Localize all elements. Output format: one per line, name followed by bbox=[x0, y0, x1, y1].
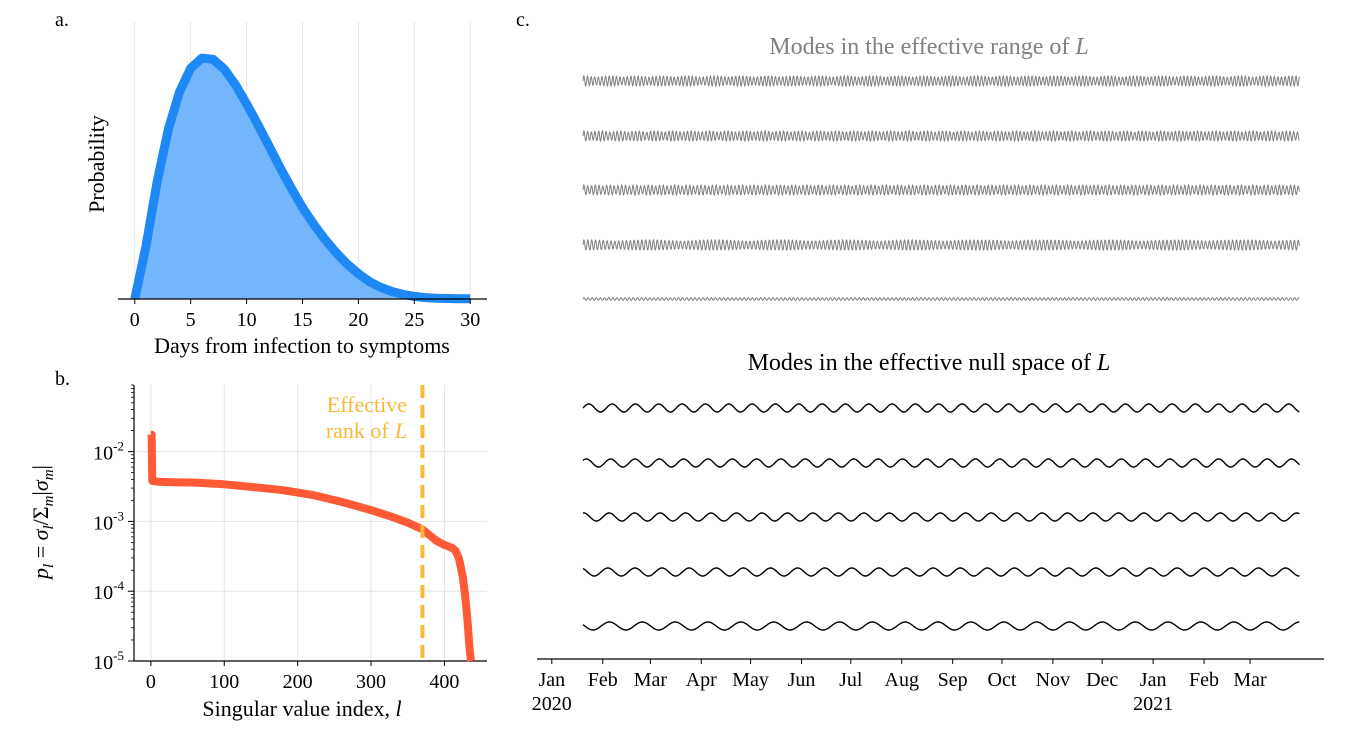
incubation-curve bbox=[130, 53, 471, 304]
panel-c-letter: c. bbox=[516, 9, 530, 31]
incubation-x-tick-label: 20 bbox=[348, 309, 368, 331]
singular-value-grid bbox=[134, 385, 487, 662]
modes-chart: Modes in the effective range of L Modes i… bbox=[532, 34, 1324, 715]
modes-x-tick-label: Feb bbox=[588, 669, 618, 691]
modes-x-tick-label: May bbox=[732, 669, 769, 691]
null-mode-4 bbox=[582, 567, 1300, 577]
incubation-x-tick-label: 25 bbox=[404, 309, 424, 331]
singular-value-chart: Effective rank of L 0 100 200 300 400 10-210-… bbox=[28, 384, 487, 721]
singular-value-x-label: Singular value index, l bbox=[202, 696, 401, 721]
incubation-x-tick-label: 30 bbox=[460, 309, 480, 331]
null-modes bbox=[582, 403, 1300, 631]
modes-x-tick-label: Jun bbox=[788, 669, 816, 691]
null-mode-5 bbox=[582, 621, 1300, 631]
singular-value-x-tick-label: 400 bbox=[429, 671, 459, 693]
panel-b-letter: b. bbox=[55, 368, 70, 390]
modes-x-tick-label: Mar bbox=[1233, 669, 1267, 691]
singular-value-x-tick-label: 200 bbox=[283, 671, 313, 693]
y-tick-base: 10 bbox=[93, 443, 113, 465]
null-mode-3 bbox=[582, 512, 1300, 522]
range-modes-title: Modes in the effective range of L bbox=[769, 34, 1088, 60]
modes-x-tick-label: Dec bbox=[1086, 669, 1118, 691]
y-tick-exponent: -2 bbox=[113, 439, 124, 454]
singular-value-y-tick-label: 10-2 bbox=[93, 439, 124, 465]
incubation-x-ticks: 0 5 10 15 20 25 30 bbox=[130, 299, 480, 331]
y-tick-base: 10 bbox=[93, 652, 113, 674]
modes-x-tick-label: Jan bbox=[1140, 669, 1167, 691]
incubation-chart: 0 5 10 15 20 25 30 Days from infection to symp… bbox=[84, 22, 487, 358]
incubation-x-tick-label: 5 bbox=[186, 309, 196, 331]
y-tick-base: 10 bbox=[93, 512, 113, 534]
y-tick-exponent: -4 bbox=[113, 578, 124, 593]
modes-x-tick-label: Nov bbox=[1036, 669, 1070, 691]
singular-value-x-tick-label: 300 bbox=[356, 671, 386, 693]
incubation-x-label: Days from infection to symptoms bbox=[154, 333, 450, 358]
range-modes bbox=[582, 74, 1300, 301]
modes-x-tick-label: Feb bbox=[1189, 669, 1219, 691]
range-mode-3 bbox=[582, 183, 1300, 197]
modes-x-tick-label: Sep bbox=[938, 669, 968, 691]
singular-value-x-tick-label: 0 bbox=[146, 671, 156, 693]
range-mode-1 bbox=[582, 74, 1300, 88]
modes-x-tick-label: Apr bbox=[686, 669, 717, 691]
range-mode-5 bbox=[582, 297, 1300, 301]
singular-value-x-ticks: 0 100 200 300 400 bbox=[146, 661, 459, 693]
singular-value-curve bbox=[147, 430, 475, 662]
modes-x-tick-label: Jan bbox=[538, 669, 565, 691]
modes-x-tick-year: 2021 bbox=[1133, 693, 1173, 715]
modes-x-tick-label: Mar bbox=[634, 669, 668, 691]
modes-x-tick-label: Oct bbox=[988, 669, 1017, 691]
null-modes-title: Modes in the effective null space of L bbox=[748, 350, 1111, 376]
incubation-x-tick-label: 15 bbox=[293, 309, 313, 331]
null-mode-2 bbox=[582, 458, 1300, 468]
singular-value-y-tick-label: 10-3 bbox=[93, 508, 124, 534]
singular-value-y-tick-label: 10-5 bbox=[93, 648, 124, 674]
null-mode-1 bbox=[582, 403, 1300, 413]
modes-x-tick-year: 2020 bbox=[532, 693, 572, 715]
singular-value-y-label: pl = σl/Σm|σm| bbox=[28, 465, 57, 581]
y-tick-exponent: -5 bbox=[113, 648, 124, 663]
incubation-y-label: Probability bbox=[84, 115, 109, 213]
range-mode-4 bbox=[582, 238, 1300, 252]
effective-rank-label-line2: rank of L bbox=[326, 418, 407, 443]
panel-a-letter: a. bbox=[55, 9, 69, 31]
incubation-x-tick-label: 10 bbox=[237, 309, 257, 331]
singular-value-y-tick-label: 10-4 bbox=[93, 578, 124, 604]
incubation-x-tick-label: 0 bbox=[130, 309, 140, 331]
singular-value-y-ticks: 10-210-310-410-5 bbox=[93, 439, 134, 674]
range-mode-2 bbox=[582, 129, 1300, 143]
incubation-area bbox=[134, 58, 471, 299]
modes-x-tick-label: Jul bbox=[839, 669, 863, 691]
effective-rank-label-line1: Effective bbox=[327, 392, 407, 417]
modes-x-tick-label: Aug bbox=[885, 669, 919, 691]
y-tick-exponent: -3 bbox=[113, 508, 124, 523]
singular-value-x-tick-label: 100 bbox=[209, 671, 239, 693]
y-tick-base: 10 bbox=[93, 582, 113, 604]
singular-value-minor-ticks bbox=[131, 384, 134, 641]
